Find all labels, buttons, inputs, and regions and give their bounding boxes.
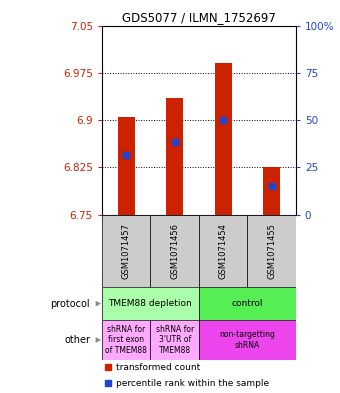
Bar: [166, 98, 183, 215]
Text: other: other: [64, 335, 90, 345]
Bar: [199, 215, 248, 287]
Text: non-targetting
shRNA: non-targetting shRNA: [219, 330, 275, 350]
Bar: [151, 215, 199, 287]
Bar: [248, 215, 296, 287]
Bar: [263, 167, 280, 215]
Text: protocol: protocol: [50, 299, 90, 309]
Bar: [102, 320, 150, 360]
Text: control: control: [232, 299, 263, 308]
Bar: [102, 215, 150, 287]
Text: GSM1071456: GSM1071456: [170, 223, 179, 279]
Text: transformed count: transformed count: [116, 363, 200, 372]
Bar: [215, 63, 232, 215]
Text: percentile rank within the sample: percentile rank within the sample: [116, 379, 269, 388]
Bar: [199, 287, 296, 320]
Bar: [118, 117, 135, 215]
Text: shRNA for
3'UTR of
TMEM88: shRNA for 3'UTR of TMEM88: [156, 325, 194, 355]
Text: TMEM88 depletion: TMEM88 depletion: [108, 299, 192, 308]
Title: GDS5077 / ILMN_1752697: GDS5077 / ILMN_1752697: [122, 11, 276, 24]
Text: GSM1071454: GSM1071454: [219, 223, 227, 279]
Text: GSM1071457: GSM1071457: [122, 223, 131, 279]
Text: shRNA for
first exon
of TMEM88: shRNA for first exon of TMEM88: [105, 325, 147, 355]
Text: GSM1071455: GSM1071455: [267, 223, 276, 279]
Bar: [151, 320, 199, 360]
Bar: [102, 287, 199, 320]
Bar: [199, 320, 296, 360]
